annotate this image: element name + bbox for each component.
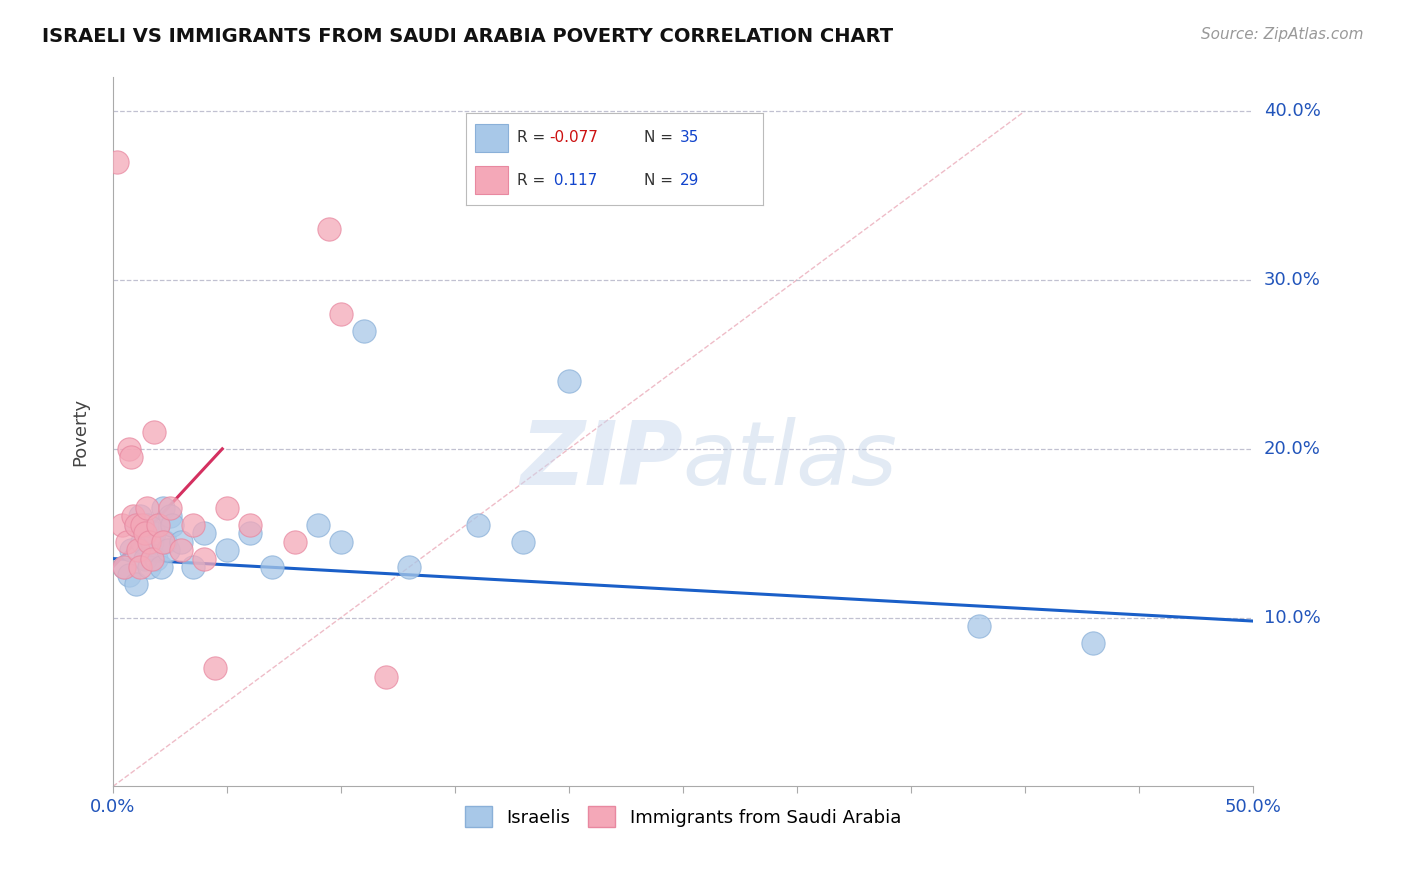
Point bbox=[107, 154, 129, 169]
Point bbox=[142, 526, 165, 541]
Point bbox=[118, 568, 141, 582]
Point bbox=[136, 500, 159, 515]
Point bbox=[138, 560, 160, 574]
Point bbox=[129, 560, 152, 574]
Point bbox=[284, 534, 307, 549]
Point bbox=[131, 517, 153, 532]
Point bbox=[124, 517, 146, 532]
Point bbox=[467, 517, 489, 532]
Text: 30.0%: 30.0% bbox=[1264, 271, 1320, 289]
Text: ZIP: ZIP bbox=[520, 417, 683, 504]
Point bbox=[112, 560, 135, 574]
Point bbox=[141, 551, 163, 566]
Point bbox=[375, 670, 398, 684]
Point bbox=[398, 560, 420, 574]
Point bbox=[122, 509, 145, 524]
Y-axis label: Poverty: Poverty bbox=[72, 398, 89, 466]
Point bbox=[112, 560, 135, 574]
Point bbox=[156, 543, 179, 558]
Point bbox=[160, 517, 183, 532]
Point bbox=[152, 534, 174, 549]
Point bbox=[1081, 636, 1104, 650]
Point bbox=[193, 551, 215, 566]
Text: ISRAELI VS IMMIGRANTS FROM SAUDI ARABIA POVERTY CORRELATION CHART: ISRAELI VS IMMIGRANTS FROM SAUDI ARABIA … bbox=[42, 27, 893, 45]
Point bbox=[353, 324, 375, 338]
Text: atlas: atlas bbox=[683, 417, 897, 503]
Text: 40.0%: 40.0% bbox=[1264, 103, 1320, 120]
Point bbox=[193, 526, 215, 541]
Point bbox=[262, 560, 284, 574]
Point bbox=[136, 517, 159, 532]
Point bbox=[120, 450, 142, 465]
Point bbox=[129, 509, 152, 524]
Point bbox=[124, 517, 146, 532]
Point bbox=[111, 517, 134, 532]
Point bbox=[307, 517, 329, 532]
Point bbox=[967, 619, 990, 633]
Point bbox=[181, 517, 204, 532]
Point bbox=[558, 374, 581, 388]
Point bbox=[134, 526, 156, 541]
Point bbox=[124, 577, 146, 591]
Point bbox=[239, 517, 262, 532]
Point bbox=[148, 517, 170, 532]
Point bbox=[142, 425, 165, 439]
Text: 20.0%: 20.0% bbox=[1264, 440, 1320, 458]
Point bbox=[512, 534, 534, 549]
Point bbox=[141, 534, 163, 549]
Text: 10.0%: 10.0% bbox=[1264, 608, 1320, 627]
Point bbox=[329, 534, 352, 549]
Point bbox=[120, 543, 142, 558]
Point bbox=[159, 500, 181, 515]
Point bbox=[134, 551, 156, 566]
Point bbox=[131, 534, 153, 549]
Point bbox=[329, 307, 352, 321]
Point bbox=[149, 560, 172, 574]
Point bbox=[159, 509, 181, 524]
Point bbox=[181, 560, 204, 574]
Point bbox=[118, 442, 141, 456]
Point bbox=[170, 534, 193, 549]
Point bbox=[155, 534, 177, 549]
Point bbox=[239, 526, 262, 541]
Point bbox=[318, 222, 340, 236]
Point bbox=[215, 543, 238, 558]
Legend: Israelis, Immigrants from Saudi Arabia: Israelis, Immigrants from Saudi Arabia bbox=[457, 799, 908, 834]
Point bbox=[204, 661, 226, 675]
Point bbox=[152, 500, 174, 515]
Point bbox=[145, 551, 167, 566]
Point bbox=[127, 543, 149, 558]
Point bbox=[148, 517, 170, 532]
Point bbox=[215, 500, 238, 515]
Point bbox=[115, 534, 138, 549]
Text: Source: ZipAtlas.com: Source: ZipAtlas.com bbox=[1201, 27, 1364, 42]
Point bbox=[138, 534, 160, 549]
Point bbox=[170, 543, 193, 558]
